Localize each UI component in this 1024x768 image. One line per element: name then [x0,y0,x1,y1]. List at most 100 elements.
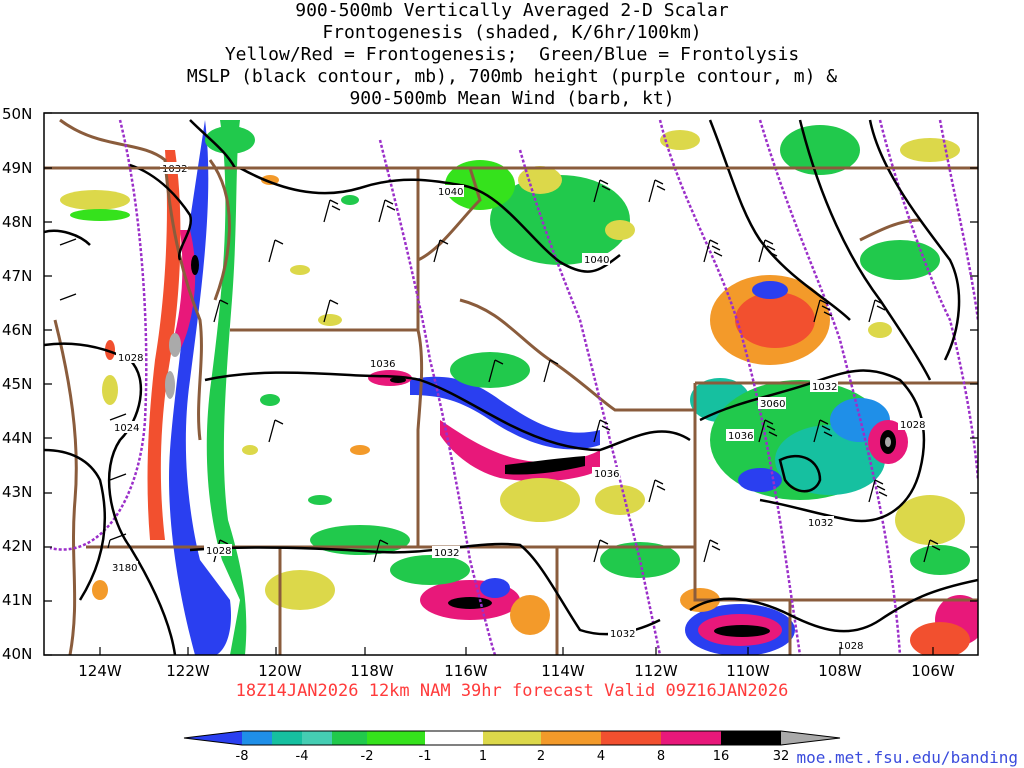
colorbar-cell [601,731,661,745]
contour-label: 3060 [760,399,785,410]
lon-label: 124W [78,662,122,680]
orange-speckle [350,445,370,455]
yellow-speckle [102,375,118,405]
gray-core-coast-2 [165,371,175,399]
contour-label: 1036 [728,431,753,442]
title-line-5: 900-500mb Mean Wind (barb, kt) [349,88,675,109]
lat-ticks [44,112,978,656]
blue-band-idaho [410,376,600,450]
black-band-idaho [505,456,585,475]
green-patch [910,545,970,575]
yellow-blob [60,190,130,210]
lon-label: 120W [258,662,302,680]
contour-label: 1024 [114,423,139,434]
mslp-contours [44,119,978,655]
colorbar-cell [661,731,721,745]
green-patch [860,240,940,280]
orange-area-nevada [510,595,550,635]
black-area-colorado [714,625,770,637]
colorbar-cell [781,731,840,745]
lat-label: 49N [2,159,32,177]
lat-label: 42N [2,537,32,555]
green-band-coast [206,120,247,655]
contour-label: 1028 [206,546,231,557]
colorbar-cell [483,731,541,745]
lon-label: 116W [444,662,488,680]
contour-label: 1036 [370,359,395,370]
contour-labels: 1032 1040 1040 1028 1036 1024 1036 1032 … [110,162,926,652]
colorbar: -8 -4 -2 -1 1 2 4 8 16 32 [183,730,841,764]
contour-label: 1040 [438,187,463,198]
yellow-speckle [290,265,310,275]
colorbar-cell [425,731,483,745]
blue-area-montana [752,281,788,299]
lon-label: 108W [818,662,862,680]
yellow-area-utah [595,485,645,515]
red-area-se [910,622,970,655]
colorbar-tick-label: 4 [597,749,605,764]
yellow-speckle [660,130,700,150]
colorbar-tick-label: -2 [361,749,374,764]
lat-label: 50N [2,105,32,123]
colorbar-cell [242,731,272,745]
colorbar-cell [332,731,367,745]
latitude-axis: 50N 49N 48N 47N 46N 45N 44N 43N 42N 41N … [2,105,32,663]
colorbar-cell [541,731,601,745]
colorbar-tick-label: 32 [773,749,790,764]
lat-label: 47N [2,267,32,285]
forecast-valid-time: 18Z14JAN2026 12km NAM 39hr forecast Vali… [235,681,789,701]
lat-label: 48N [2,213,32,231]
lat-label: 46N [2,321,32,339]
contour-label: 1032 [808,518,833,529]
yellow-area-oregon [265,570,335,610]
colorbar-tick-label: 1 [479,749,487,764]
colorbar-tick-label: -8 [236,749,249,764]
colorbar-tick-label: -1 [419,749,432,764]
colorbar-cell [367,731,425,745]
blue-band-coast [169,120,232,655]
lat-label: 41N [2,591,32,609]
green-blob [70,209,130,221]
black-area-nevada [448,597,492,609]
red-area-montana [735,292,815,348]
lon-label: 122W [166,662,210,680]
colorbar-cell [272,731,302,745]
lon-label: 110W [726,662,770,680]
contour-label: 1040 [584,255,609,266]
green-speckle [308,495,332,505]
green-patch [780,125,860,175]
yellow-patch [900,138,960,162]
magenta-band-coast [172,230,196,350]
title-line-3: Yellow/Red = Frontogenesis; Green/Blue =… [224,44,800,65]
contour-label: 3180 [112,563,137,574]
chart-title: 900-500mb Vertically Averaged 2-D Scalar… [0,0,1024,110]
yellow-speckle [242,445,258,455]
yellow-speckle [318,314,342,326]
lon-label: 112W [634,662,678,680]
colorbar-tick-label: 8 [657,749,665,764]
yellow-speckle [868,322,892,338]
colorbar-tick-label: 16 [713,749,730,764]
red-speckle [105,340,115,360]
wind-barbs [59,179,941,563]
title-line-2: Frontogenesis (shaded, K/6hr/100km) [322,22,702,43]
orange-speckle [92,580,108,600]
longitude-axis: 124W 122W 120W 118W 116W 114W 112W 110W … [78,662,955,680]
lat-label: 45N [2,375,32,393]
lon-label: 118W [350,662,394,680]
green-field-north-2 [445,160,515,210]
contour-label: 1028 [838,641,863,652]
green-speckle [260,394,280,406]
contour-label: 1032 [434,548,459,559]
gray-core-wyoming [885,437,891,447]
gray-core-coast [169,333,181,357]
yellow-area-idaho [500,478,580,522]
colorbar-outline [183,730,841,746]
green-area-idaho [450,352,530,388]
source-credit[interactable]: moe.met.fsu.edu/banding [796,748,1018,767]
frontogenesis-shading [60,120,978,655]
contour-label: 1036 [594,469,619,480]
green-area-nevada [390,555,470,585]
red-band-coast [147,150,181,540]
